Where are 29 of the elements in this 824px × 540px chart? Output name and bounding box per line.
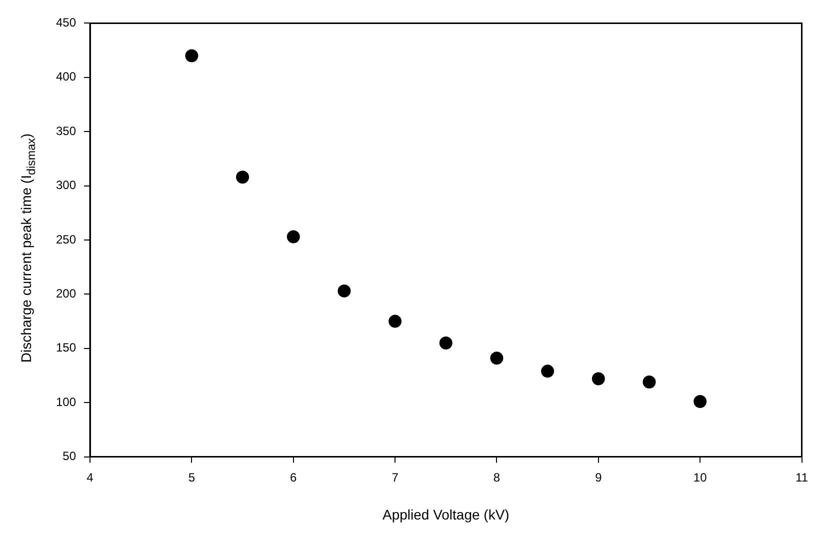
y-tick-label: 200 [56,286,76,301]
point [338,284,351,298]
x-tick-label: 4 [86,470,94,484]
y-tick-label: 250 [56,232,76,246]
point [388,314,402,328]
y-tick-label: 100 [56,394,76,409]
x-tick-label: 5 [188,470,196,484]
point [592,372,605,386]
x-tick-label: 10 [693,470,708,484]
y-tick-label: 400 [56,70,76,84]
x-tick-label: 8 [493,470,500,484]
point [439,336,452,350]
x-tick-label: 9 [595,470,602,484]
point [490,352,504,365]
x-axis-title: Applied Voltage (kV) [382,506,510,522]
y-tick-label: 150 [56,340,76,355]
point [541,364,554,378]
x-tick-label: 11 [796,470,808,484]
y-tick-label: 50 [62,449,76,464]
y-tick-label: 350 [56,124,76,138]
x-tick-label: 7 [392,470,399,484]
point [286,230,300,244]
point [694,395,707,408]
point [642,376,656,389]
point [185,49,198,62]
y-tick-label: 300 [56,178,76,192]
point [236,170,250,184]
y-tick-label: 450 [56,16,76,30]
x-tick-label: 6 [290,470,298,484]
